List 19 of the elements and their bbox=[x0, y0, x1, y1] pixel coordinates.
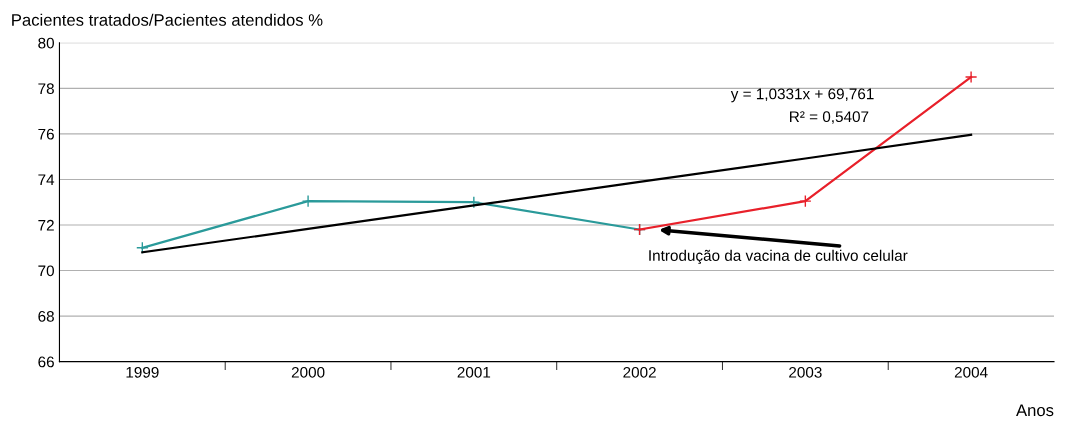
x-tick-label: 2004 bbox=[954, 366, 988, 378]
y-tick-label: 68 bbox=[38, 310, 54, 322]
x-tick-label: 2001 bbox=[457, 366, 491, 378]
y-axis-title: Pacientes tratados/Pacientes atendidos % bbox=[12, 13, 323, 26]
x-axis-title: Anos bbox=[1016, 404, 1054, 417]
y-tick-label: 76 bbox=[38, 128, 54, 140]
x-tick-label: 1999 bbox=[126, 366, 159, 378]
x-tick-label: 2002 bbox=[623, 366, 656, 378]
y-tick-label: 78 bbox=[38, 83, 54, 95]
y-tick-label: 80 bbox=[38, 37, 54, 49]
x-tick-label: 2003 bbox=[789, 366, 822, 378]
y-tick-label: 74 bbox=[38, 174, 55, 185]
annotation: R² = 0,5407 bbox=[790, 111, 869, 124]
y-tick-label: 70 bbox=[38, 265, 54, 277]
x-tick-label: 2000 bbox=[291, 366, 325, 378]
y-tick-label: 72 bbox=[38, 219, 54, 231]
y-tick-label: 66 bbox=[38, 356, 54, 368]
annotation: y = 1,0331x + 69,761 bbox=[730, 88, 874, 103]
annotation: Introdução da vacina de cultivo celular bbox=[649, 249, 908, 265]
